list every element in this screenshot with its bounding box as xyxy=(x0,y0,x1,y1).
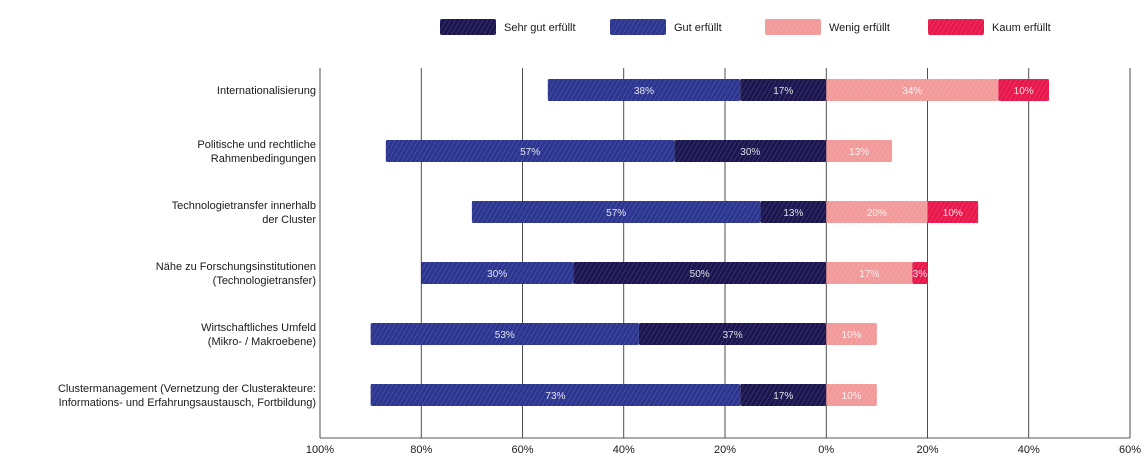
bar-texture xyxy=(826,262,913,284)
bar-segment: 57% xyxy=(471,201,761,223)
bar-texture xyxy=(547,79,741,101)
bar-value-label: 50% xyxy=(690,269,710,280)
bar-texture xyxy=(826,384,877,406)
bar-texture xyxy=(826,140,893,162)
legend-item: Gut erfüllt xyxy=(610,19,722,35)
bar-value-label: 73% xyxy=(545,391,565,402)
bar-segment: 50% xyxy=(573,262,827,284)
bar-value-label: 17% xyxy=(773,86,793,97)
legend-label: Kaum erfüllt xyxy=(992,22,1051,34)
bar-segment: 34% xyxy=(826,79,999,101)
x-tick-label: 60% xyxy=(511,444,533,456)
x-tick-label: 0% xyxy=(818,444,834,456)
legend-swatch-texture xyxy=(928,19,984,35)
bar-segment: 10% xyxy=(927,201,979,223)
bar-texture xyxy=(826,201,928,223)
bar-segment: 30% xyxy=(421,262,574,284)
category-label: Technologietransfer innerhalb der Cluster xyxy=(172,200,317,226)
grid xyxy=(319,68,1131,439)
bar-segment: 17% xyxy=(740,79,827,101)
bar-segment: 10% xyxy=(826,323,877,345)
legend-label: Wenig erfüllt xyxy=(829,22,890,34)
bar-value-label: 13% xyxy=(849,147,869,158)
x-tick-label: 40% xyxy=(1018,444,1040,456)
bar-segment: 17% xyxy=(740,384,827,406)
legend-label: Gut erfüllt xyxy=(674,22,722,34)
bar-segment: 20% xyxy=(826,201,928,223)
bar-texture xyxy=(998,79,1049,101)
x-tick-label: 60% xyxy=(1119,444,1141,456)
bar-value-label: 57% xyxy=(606,208,626,219)
bar-texture xyxy=(573,262,827,284)
bar-value-label: 10% xyxy=(943,208,963,219)
bar-texture xyxy=(370,323,639,345)
bar-texture xyxy=(927,201,979,223)
bar-segment: 73% xyxy=(370,384,741,406)
bar-texture xyxy=(912,262,928,284)
bar-value-label: 53% xyxy=(495,330,515,341)
bar-segment: 53% xyxy=(370,323,639,345)
bar-value-label: 10% xyxy=(842,330,862,341)
legend-item: Sehr gut erfüllt xyxy=(440,19,576,35)
bar-value-label: 10% xyxy=(1014,86,1034,97)
bar-segment: 38% xyxy=(547,79,741,101)
bar-segment: 10% xyxy=(826,384,877,406)
x-tick-label: 20% xyxy=(916,444,938,456)
bar-segment: 30% xyxy=(674,140,827,162)
bar-texture xyxy=(826,79,999,101)
bar-value-label: 30% xyxy=(487,269,507,280)
bar-texture xyxy=(385,140,675,162)
x-axis: 100% 80% 60% 40% 20% 0% 20% 40% 60% xyxy=(306,444,1141,456)
x-tick-label: 20% xyxy=(714,444,736,456)
legend-label: Sehr gut erfüllt xyxy=(504,22,576,34)
bar-segment: 3% xyxy=(912,262,928,284)
legend: Sehr gut erfüllt Gut erfüllt Wenig erfüllt… xyxy=(440,19,1051,35)
bar-segment: 10% xyxy=(998,79,1049,101)
bar-texture xyxy=(826,323,877,345)
bar-value-label: 17% xyxy=(859,269,879,280)
bar-texture xyxy=(421,262,574,284)
bar-value-label: 10% xyxy=(842,391,862,402)
bar-value-label: 30% xyxy=(740,147,760,158)
bar-value-label: 57% xyxy=(520,147,540,158)
bar-value-label: 17% xyxy=(773,391,793,402)
legend-item: Wenig erfüllt xyxy=(765,19,890,35)
bar-texture xyxy=(760,201,827,223)
category-label: Politische und rechtliche Rahmenbedingung… xyxy=(197,139,316,165)
bar-texture xyxy=(471,201,761,223)
legend-swatch-texture xyxy=(440,19,496,35)
legend-item: Kaum erfüllt xyxy=(928,19,1051,35)
category-label: Internationalisierung xyxy=(217,85,316,97)
bar-segment: 13% xyxy=(826,140,893,162)
category-label: Wirtschaftliches Umfeld (Mikro- / Makroeb… xyxy=(201,322,316,348)
bar-value-label: 3% xyxy=(913,269,928,280)
bar-segment: 13% xyxy=(760,201,827,223)
category-label: Nähe zu Forschungsinstitutionen (Technolo… xyxy=(156,261,316,287)
bars: 17% 38% 34% 10% 30% 57% 13% 13% 57% 20% 10% 50% 30% 1… xyxy=(370,79,1049,406)
bar-texture xyxy=(638,323,827,345)
bar-texture xyxy=(740,384,827,406)
legend-swatch-texture xyxy=(610,19,666,35)
bar-value-label: 13% xyxy=(783,208,803,219)
bar-value-label: 34% xyxy=(902,86,922,97)
bar-value-label: 20% xyxy=(867,208,887,219)
x-tick-label: 40% xyxy=(613,444,635,456)
bar-texture xyxy=(674,140,827,162)
bar-segment: 57% xyxy=(385,140,675,162)
legend-swatch-texture xyxy=(765,19,821,35)
bar-texture xyxy=(370,384,741,406)
bar-value-label: 37% xyxy=(723,330,743,341)
category-label: Clustermanagement (Vernetzung der Cluste… xyxy=(58,383,316,409)
bar-value-label: 38% xyxy=(634,86,654,97)
x-tick-label: 100% xyxy=(306,444,334,456)
bar-segment: 37% xyxy=(638,323,827,345)
bar-texture xyxy=(740,79,827,101)
category-labels: Internationalisierung Politische und rech… xyxy=(58,85,316,409)
bar-segment: 17% xyxy=(826,262,913,284)
x-tick-label: 80% xyxy=(410,444,432,456)
